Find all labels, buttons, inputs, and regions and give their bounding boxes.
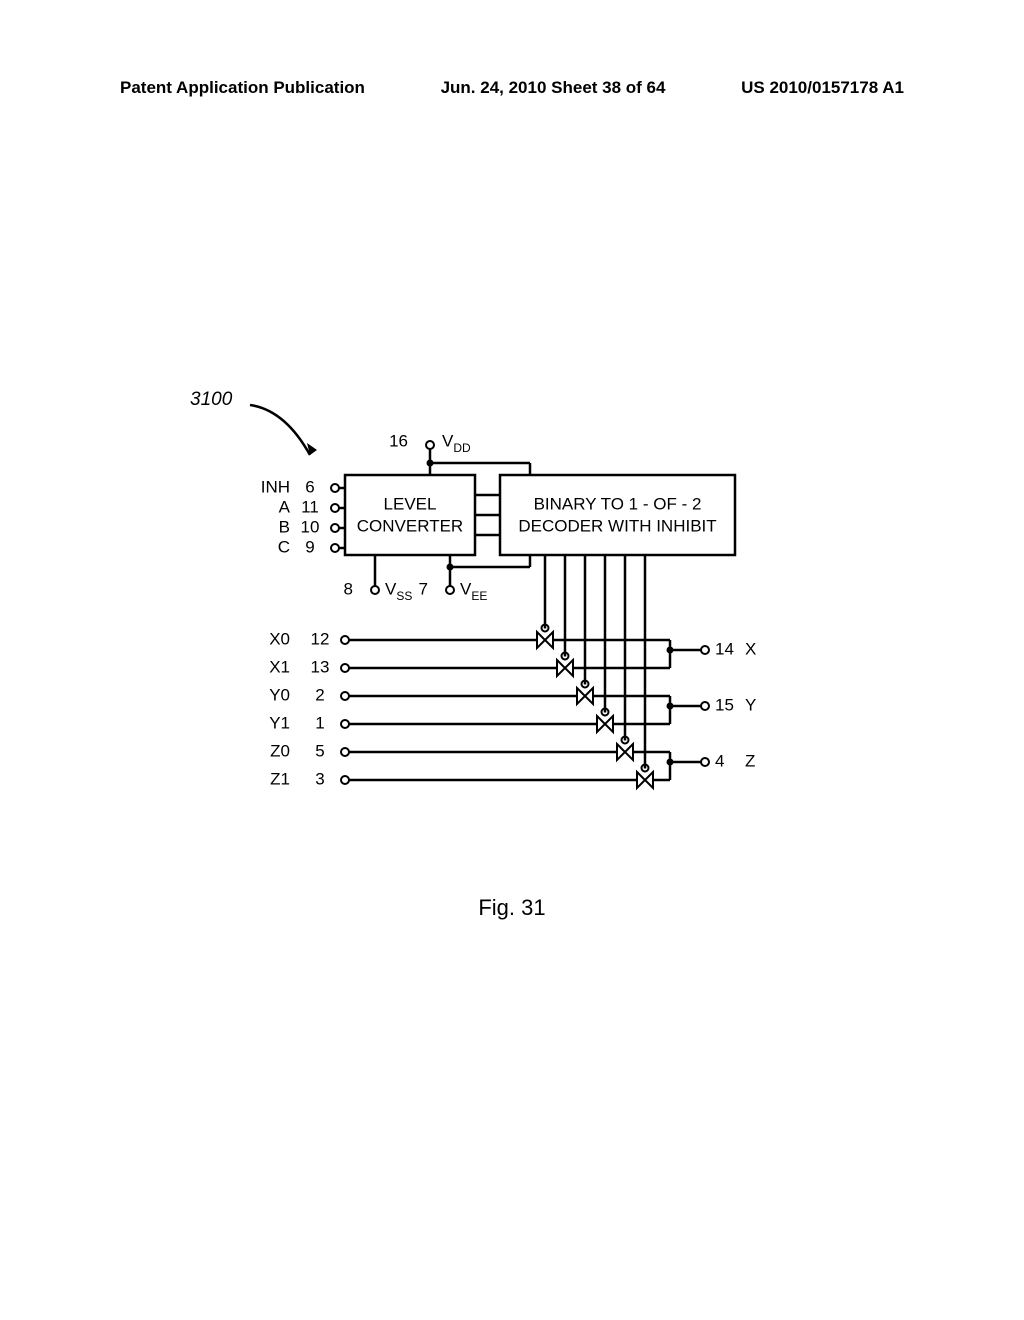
svg-text:INH: INH xyxy=(261,477,290,496)
svg-text:3100: 3100 xyxy=(190,389,233,410)
svg-text:2: 2 xyxy=(315,685,324,704)
svg-text:Z1: Z1 xyxy=(270,769,290,788)
figure-caption: Fig. 31 xyxy=(0,895,1024,921)
svg-text:LEVEL: LEVEL xyxy=(384,494,437,513)
svg-text:X1: X1 xyxy=(269,657,290,676)
svg-text:5: 5 xyxy=(315,741,324,760)
svg-text:VSS: VSS xyxy=(385,579,412,603)
svg-text:X0: X0 xyxy=(269,629,290,648)
svg-text:7: 7 xyxy=(419,579,428,598)
page: Patent Application Publication Jun. 24, … xyxy=(0,0,1024,1320)
svg-text:14: 14 xyxy=(715,639,734,658)
svg-text:Z0: Z0 xyxy=(270,741,290,760)
svg-text:X: X xyxy=(745,639,756,658)
svg-text:B: B xyxy=(279,517,290,536)
svg-text:BINARY TO 1 - OF - 2: BINARY TO 1 - OF - 2 xyxy=(534,494,702,513)
svg-text:1: 1 xyxy=(315,713,324,732)
svg-text:13: 13 xyxy=(311,657,330,676)
svg-text:CONVERTER: CONVERTER xyxy=(357,516,463,535)
svg-text:11: 11 xyxy=(301,497,319,516)
svg-text:10: 10 xyxy=(301,517,320,536)
svg-text:VDD: VDD xyxy=(442,431,471,455)
svg-text:8: 8 xyxy=(344,579,353,598)
svg-text:3: 3 xyxy=(315,769,324,788)
svg-text:16: 16 xyxy=(389,431,408,450)
svg-text:9: 9 xyxy=(305,537,314,556)
svg-text:Y1: Y1 xyxy=(269,713,290,732)
svg-text:Y0: Y0 xyxy=(269,685,290,704)
svg-text:Z: Z xyxy=(745,751,755,770)
svg-text:VEE: VEE xyxy=(460,579,487,603)
svg-text:15: 15 xyxy=(715,695,734,714)
diagram-svg: 3100 LEVEL CONVERTER BINARY TO 1 - OF - 2 DE… xyxy=(0,0,1024,1320)
svg-text:DECODER WITH INHIBIT: DECODER WITH INHIBIT xyxy=(518,516,716,535)
svg-text:6: 6 xyxy=(305,477,314,496)
svg-text:A: A xyxy=(279,497,291,516)
svg-text:C: C xyxy=(278,537,290,556)
svg-text:12: 12 xyxy=(311,629,330,648)
figure-caption-text: Fig. 31 xyxy=(478,895,545,920)
svg-text:Y: Y xyxy=(745,695,756,714)
svg-text:4: 4 xyxy=(715,751,724,770)
